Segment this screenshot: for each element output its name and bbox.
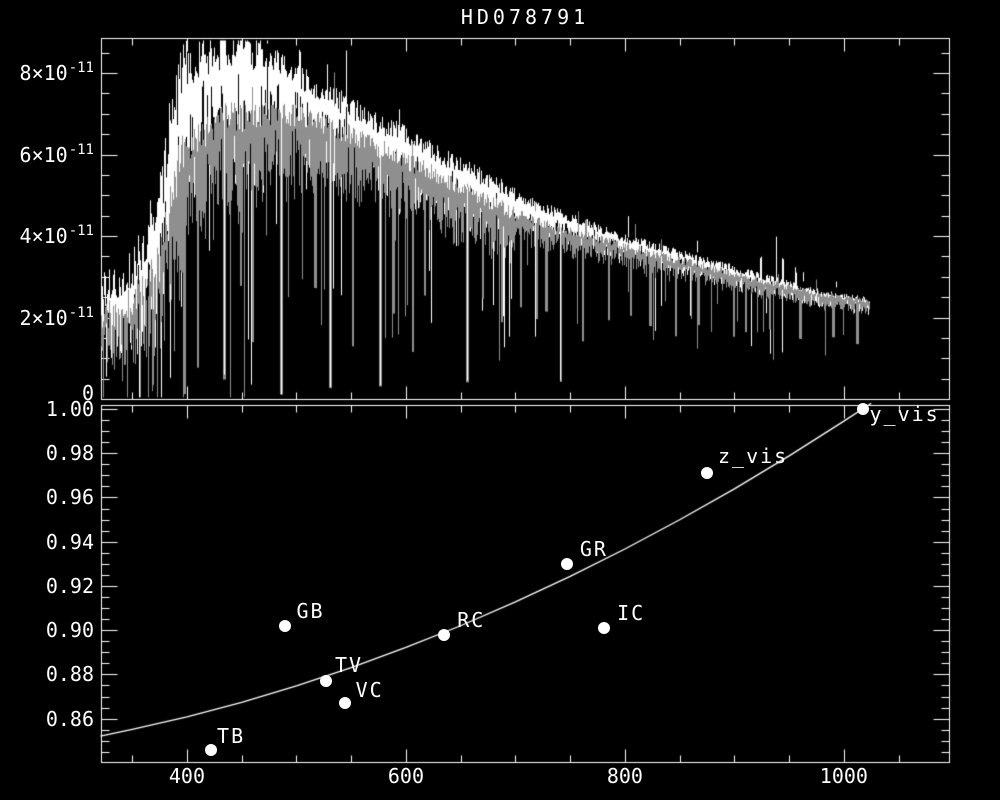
y-tick-base: 0.92	[45, 573, 94, 598]
wavelength-axis-tick-label: 600	[356, 764, 456, 788]
flux-axis-tick-label: 2×10-11	[0, 304, 94, 333]
filter-point-label-IC: IC	[617, 600, 646, 625]
filter-point-dot-TV	[320, 675, 332, 688]
y-tick-base: 0.86	[45, 706, 94, 731]
y-tick-base: 4×10	[19, 224, 68, 249]
filter-point-label-RC: RC	[457, 607, 486, 632]
y-tick-base: 0.90	[45, 618, 94, 643]
y-tick-base: 0	[81, 381, 94, 405]
flux-axis-tick-label: 4×10-11	[0, 223, 94, 251]
y-tick-base: 0.94	[45, 529, 94, 554]
filter-point-label-GB: GB	[296, 598, 325, 623]
flux-axis-tick-label: 8×10-11	[0, 60, 94, 88]
y-tick-exponent: -11	[68, 223, 94, 240]
x-tick-text: 1000	[819, 764, 868, 788]
ratio-axis-tick-label: 0.94	[0, 530, 94, 554]
ratio-axis-tick-label: 0.98	[0, 441, 94, 465]
x-tick-text: 600	[387, 764, 424, 788]
y-tick-base: 0.88	[45, 662, 94, 687]
y-tick-exponent: -11	[68, 60, 94, 77]
wavelength-axis-tick-label: 1000	[794, 764, 894, 788]
wavelength-axis-tick-label: 400	[137, 764, 237, 788]
y-tick-base: 0.96	[45, 485, 94, 510]
filter-point-label-y_vis: y_vis	[869, 401, 940, 426]
filter-point-label-VC: VC	[355, 678, 384, 703]
filter-point-dot-z_vis	[701, 467, 714, 480]
wavelength-axis-tick-label: 800	[575, 764, 675, 788]
filter-point-dot-RC	[438, 628, 451, 641]
filter-point-label-TB: TB	[217, 723, 246, 748]
y-tick-base: 6×10	[19, 142, 68, 167]
x-tick-text: 400	[168, 764, 205, 788]
y-tick-base: 0.98	[45, 441, 94, 466]
chart-title: HD078791	[460, 5, 590, 29]
y-tick-exponent: -11	[68, 304, 94, 321]
ratio-axis-tick-label: 0.86	[0, 707, 94, 731]
filter-point-dot-GB	[279, 619, 292, 632]
filter-point-dot-y_vis	[856, 402, 869, 415]
y-tick-base: 2×10	[19, 305, 68, 330]
flux-axis-tick-label: 6×10-11	[0, 141, 94, 170]
filter-point-dot-VC	[338, 697, 351, 710]
flux-axis-tick-label: 0	[0, 381, 94, 405]
y-tick-base: 1.00	[45, 396, 94, 421]
filter-point-dot-IC	[598, 621, 611, 634]
filter-point-dot-TB	[205, 743, 218, 756]
ratio-axis-tick-label: 0.92	[0, 574, 94, 598]
y-tick-base: 8×10	[19, 61, 68, 86]
filter-point-label-GR: GR	[579, 536, 608, 561]
filter-point-label-TV: TV	[335, 653, 364, 678]
ratio-axis-tick-label: 0.90	[0, 618, 94, 642]
y-tick-exponent: -11	[68, 141, 94, 158]
ratio-axis-tick-label: 1.00	[0, 397, 94, 421]
x-tick-text: 800	[606, 764, 643, 788]
filter-point-dot-GR	[560, 557, 573, 570]
ratio-axis-tick-label: 0.96	[0, 485, 94, 509]
filter-point-label-z_vis: z_vis	[718, 444, 789, 469]
ratio-axis-tick-label: 0.88	[0, 662, 94, 686]
